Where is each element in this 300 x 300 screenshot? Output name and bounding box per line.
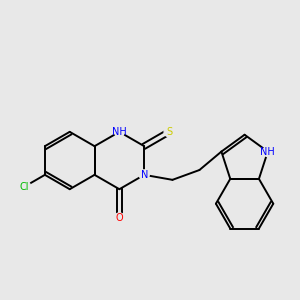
Circle shape bbox=[164, 127, 174, 137]
Circle shape bbox=[114, 213, 124, 223]
Circle shape bbox=[114, 127, 124, 137]
Circle shape bbox=[139, 170, 149, 180]
Text: Cl: Cl bbox=[19, 182, 28, 192]
Text: NH: NH bbox=[112, 127, 127, 137]
Circle shape bbox=[263, 147, 273, 157]
Circle shape bbox=[17, 180, 31, 194]
Text: N: N bbox=[140, 170, 148, 180]
Text: NH: NH bbox=[260, 147, 275, 157]
Text: S: S bbox=[166, 127, 172, 137]
Text: O: O bbox=[116, 213, 123, 223]
